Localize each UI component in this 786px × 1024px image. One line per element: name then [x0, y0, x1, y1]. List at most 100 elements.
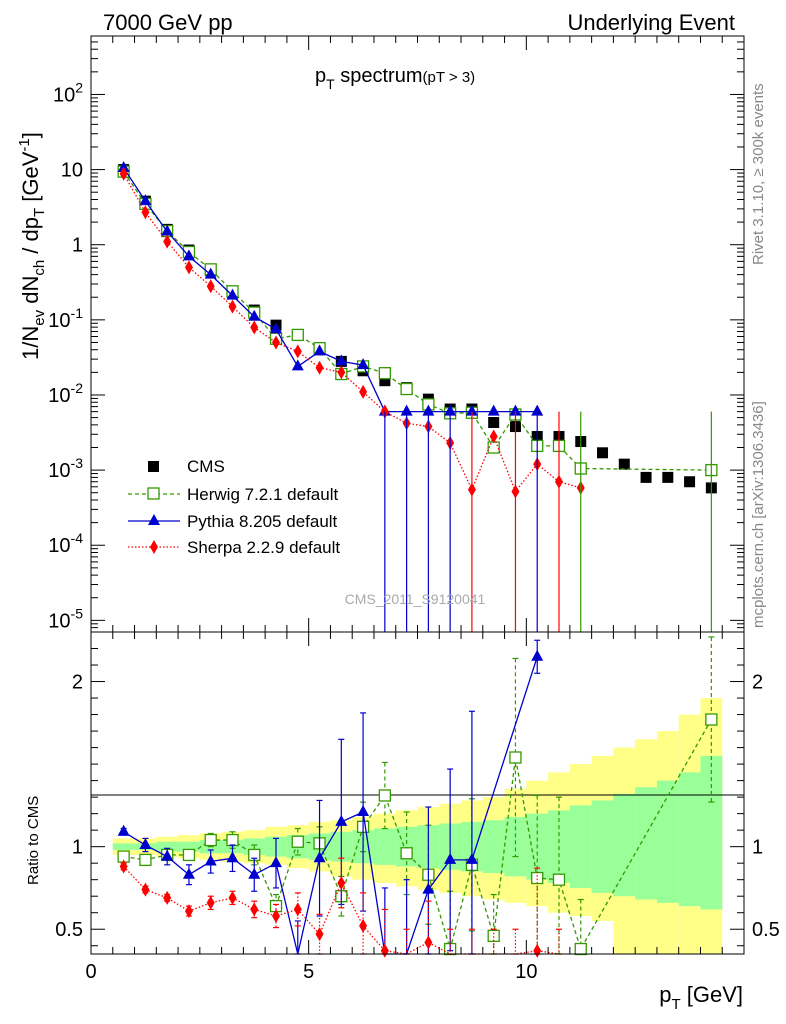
data-point-pythia	[248, 309, 261, 321]
legend-label-herwig: Herwig 7.2.1 default	[187, 485, 338, 504]
legend-entry-herwig: Herwig 7.2.1 default	[128, 485, 338, 504]
ratio-point-sherpa	[206, 895, 215, 910]
legend-entry-sherpa: Sherpa 2.2.9 default	[128, 538, 340, 557]
ratio-plot-area	[117, 636, 718, 958]
ratio-y-tick-label: 1	[72, 837, 83, 859]
title-cond: (pT > 3)	[423, 69, 476, 86]
ratio-y-axis-label: Ratio to CMS	[25, 796, 42, 885]
ratio-point-sherpa	[272, 909, 281, 924]
data-point-sherpa	[272, 335, 281, 350]
ratio-point-pythia	[139, 838, 152, 850]
legend: CMS Herwig 7.2.1 default Pythia 8.205 de…	[128, 457, 340, 557]
ratio-y-tick-label-right: 0.5	[752, 919, 780, 941]
data-point-pythia	[509, 404, 522, 416]
main-y-tick-label: 1	[72, 235, 83, 257]
main-y-tick-label: 10-2	[48, 380, 83, 407]
main-y-tick-label: 10-5	[48, 605, 83, 632]
ratio-band-inner	[656, 780, 679, 903]
data-point-pythia	[182, 249, 195, 261]
ratio-point-pythia	[248, 867, 261, 879]
main-y-ticks: 10-5 10-4 10-3 10-2 10-1 1 10 102	[48, 35, 744, 633]
main-y-tick-label: 10-4	[48, 530, 83, 557]
series-line-sherpa	[123, 173, 581, 493]
ratio-point-pythia	[357, 804, 370, 816]
ratio-point-sherpa	[250, 902, 259, 917]
x-axis-label: pT [GeV]	[659, 982, 743, 1013]
title-main: p	[315, 65, 326, 87]
ratio-panel: 0.5 0.5 1 1 2 2 0 5 10 Ratio to CMS pT [GeV]	[25, 631, 780, 1013]
legend-entry-cms: CMS	[148, 457, 225, 476]
data-point-herwig	[400, 382, 413, 396]
ratio-point-pythia	[531, 649, 544, 661]
legend-entry-pythia: Pythia 8.205 default	[128, 512, 338, 531]
ratio-band-inner	[504, 816, 527, 877]
data-point-pythia	[400, 404, 413, 416]
x-tick-label: 5	[303, 961, 314, 983]
data-point-cms	[640, 471, 652, 483]
main-y-axis-label: 1/Nev dNch / dpT [GeV-1]	[16, 132, 48, 360]
ratio-point-sherpa	[293, 902, 302, 917]
ratio-y-tick-label-right: 1	[752, 837, 763, 859]
ratio-x-ticks: 0 5 10	[85, 632, 745, 983]
ratio-point-herwig	[182, 848, 196, 862]
data-point-pythia	[270, 322, 283, 334]
main-y-tick-label: 10-1	[48, 305, 83, 332]
ratio-point-sherpa	[359, 918, 368, 933]
ratio-point-sherpa	[184, 904, 193, 919]
data-point-pythia	[487, 404, 500, 416]
data-point-pythia	[357, 358, 370, 370]
ratio-point-herwig	[378, 789, 392, 802]
ratio-point-herwig	[139, 853, 152, 867]
ratio-point-sherpa	[119, 859, 128, 874]
data-point-sherpa	[359, 384, 368, 399]
data-point-cms	[379, 375, 391, 387]
ratio-point-sherpa	[141, 882, 150, 897]
ratio-y-tick-label: 0.5	[55, 919, 83, 941]
data-point-sherpa	[119, 166, 128, 181]
series-line-herwig	[123, 171, 712, 471]
data-point-sherpa	[250, 320, 259, 335]
svg-text:pT spectrum(pT > 3): pT spectrum(pT > 3)	[315, 65, 475, 92]
data-point-pythia	[422, 404, 435, 416]
ratio-point-sherpa	[424, 935, 433, 950]
data-point-cms	[597, 447, 609, 459]
data-point-pythia	[117, 160, 130, 172]
ratio-point-pythia	[226, 851, 239, 863]
ratio-point-herwig	[574, 942, 587, 956]
ratio-band-inner	[700, 755, 723, 910]
ratio-band-inner	[569, 805, 592, 888]
main-y-tick-label: 102	[53, 79, 83, 106]
title-sub: T	[326, 76, 335, 92]
data-point-sherpa	[337, 365, 346, 380]
x-label-main: p	[659, 982, 671, 1007]
ratio-point-pythia	[465, 852, 478, 864]
ratio-y-tick-label-right: 2	[752, 672, 763, 694]
title-rest: spectrum	[335, 65, 423, 87]
data-point-sherpa	[184, 260, 193, 275]
header-right-label: Underlying Event	[567, 10, 735, 35]
ratio-band-inner	[156, 841, 179, 852]
chart-title: pT spectrum(pT > 3)	[315, 65, 475, 92]
ratio-band-inner	[613, 793, 636, 897]
data-point-sherpa	[163, 234, 172, 249]
ratio-point-herwig	[531, 871, 544, 885]
ratio-point-herwig	[291, 835, 304, 848]
ratio-point-sherpa	[337, 875, 346, 890]
data-point-herwig	[291, 328, 304, 342]
ratio-band-inner	[112, 843, 135, 850]
data-point-sherpa	[315, 360, 324, 375]
ratio-point-pythia	[444, 852, 457, 864]
ratio-y-tick-label: 2	[72, 672, 83, 694]
main-x-ticks	[90, 36, 745, 632]
data-point-pythia	[444, 404, 457, 416]
ratio-point-herwig	[226, 833, 239, 847]
ratio-band-inner	[635, 787, 657, 900]
data-point-pythia	[226, 288, 239, 300]
main-y-tick-label: 10	[61, 160, 83, 182]
side-rivet-label: Rivet 3.1.10, ≥ 300k events	[750, 83, 767, 265]
data-point-cms	[488, 417, 500, 429]
svg-text:1/Nev dNch / dpT [GeV-1]: 1/Nev dNch / dpT [GeV-1]	[16, 132, 48, 360]
ratio-point-pythia	[161, 849, 174, 861]
main-plot-area	[117, 160, 718, 632]
